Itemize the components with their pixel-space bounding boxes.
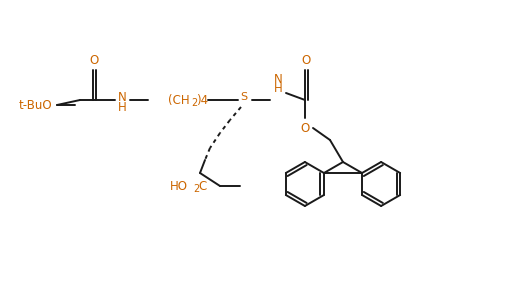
Text: S: S: [241, 92, 247, 102]
Text: (CH: (CH: [168, 94, 190, 107]
Text: 2: 2: [193, 184, 199, 194]
Text: HO: HO: [170, 180, 188, 192]
Text: O: O: [302, 53, 311, 67]
Text: O: O: [301, 122, 310, 134]
Text: t-BuO: t-BuO: [18, 99, 52, 111]
Text: C: C: [198, 180, 206, 192]
Text: 2: 2: [191, 98, 197, 108]
Text: H: H: [273, 81, 282, 95]
Text: N: N: [118, 91, 126, 103]
Text: )4: )4: [196, 94, 208, 107]
Text: H: H: [118, 100, 126, 114]
Text: O: O: [89, 53, 99, 67]
Text: N: N: [273, 72, 282, 86]
